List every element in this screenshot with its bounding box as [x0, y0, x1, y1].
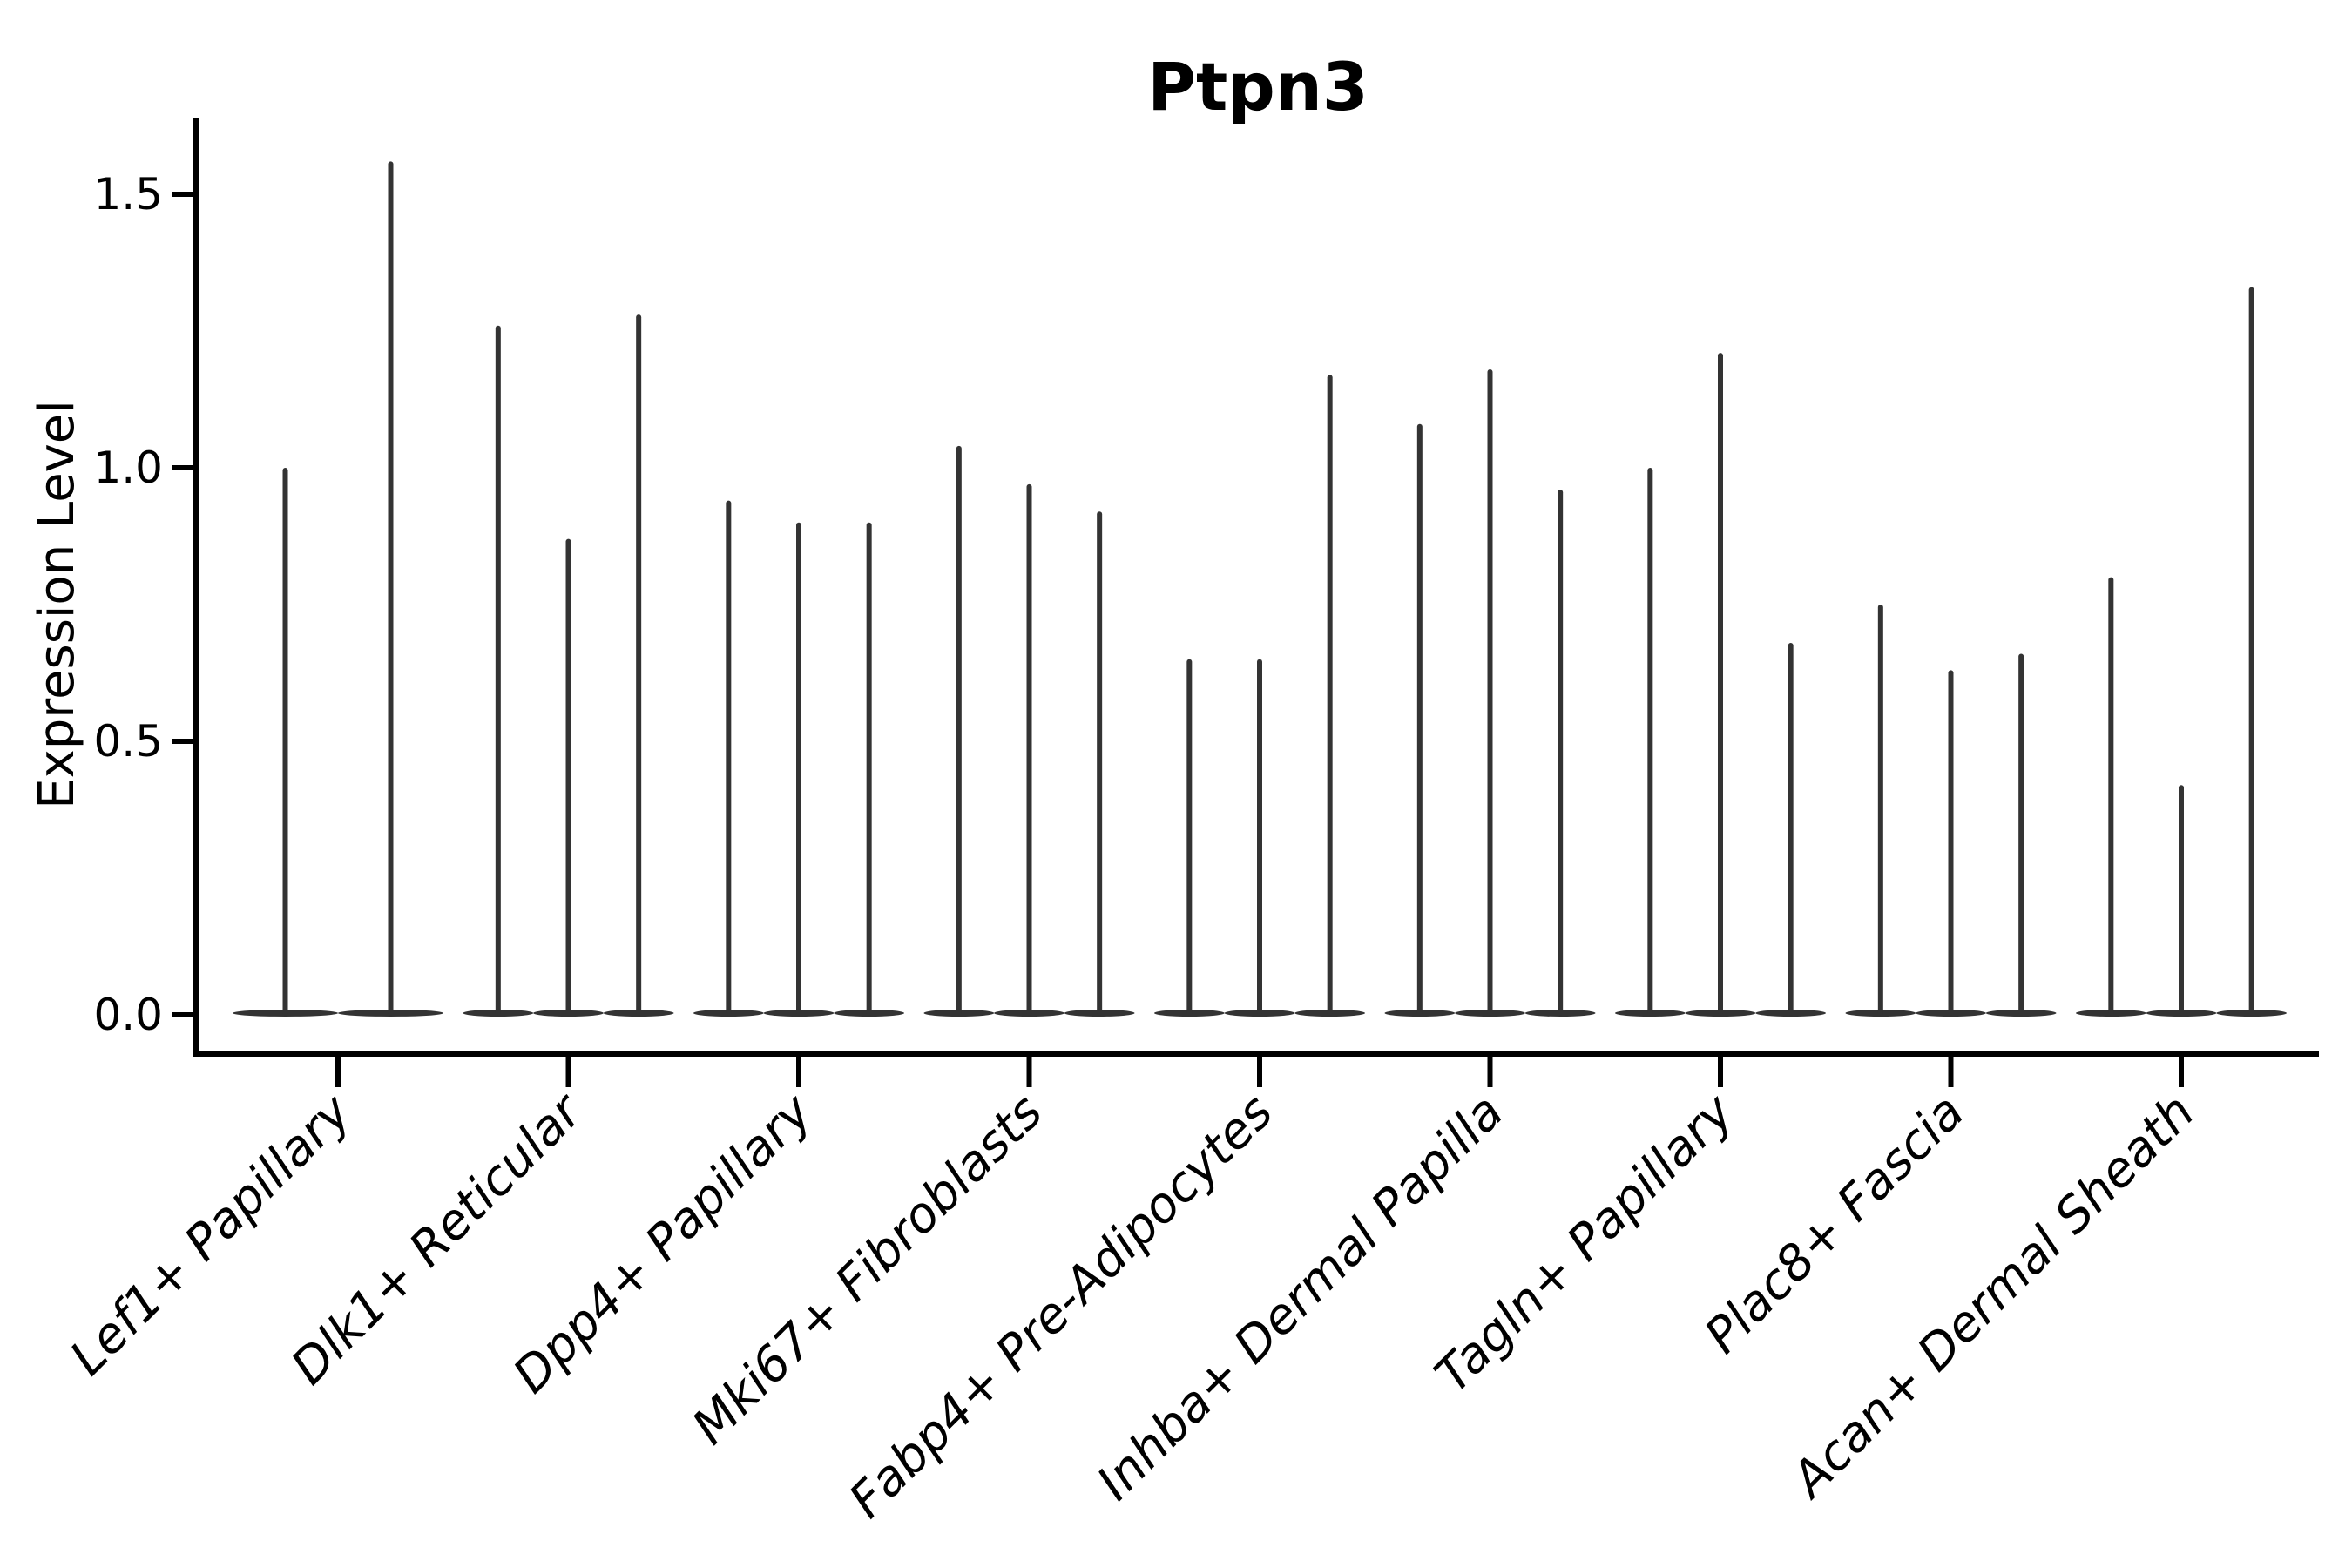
violin — [463, 325, 534, 1017]
x-tick-label: Inhba+ Dermal Papilla — [1086, 1084, 1514, 1511]
violin — [1845, 605, 1916, 1017]
axes-layer — [172, 118, 2319, 1087]
violin — [1755, 642, 1826, 1017]
y-axis-label: Expression Level — [29, 400, 85, 809]
plot-title: Ptpn3 — [1147, 48, 1368, 125]
violin — [2216, 287, 2288, 1017]
violin — [603, 314, 674, 1017]
violin — [994, 483, 1064, 1017]
y-tick-label: 0.5 — [93, 716, 163, 767]
y-tick-label: 1.5 — [93, 169, 163, 220]
violin — [533, 538, 604, 1017]
violin — [1224, 659, 1295, 1017]
violin — [693, 500, 764, 1017]
violin-layer — [233, 161, 2288, 1017]
y-tick-label: 1.0 — [93, 443, 163, 493]
violin — [1294, 375, 1365, 1017]
violin — [233, 468, 338, 1017]
violin — [2076, 577, 2146, 1017]
violin — [834, 522, 904, 1017]
violin — [338, 161, 443, 1017]
x-tick-label: Acan+ Dermal Sheath — [1780, 1084, 2206, 1510]
violin — [1064, 511, 1135, 1017]
violin — [2146, 785, 2217, 1017]
violin — [1384, 423, 1456, 1017]
violin — [923, 445, 995, 1017]
violin — [1455, 368, 1525, 1017]
violin — [1985, 653, 2057, 1017]
violin — [1524, 490, 1596, 1017]
x-tick-label: Fabp4+ Pre-Adipocytes — [839, 1084, 1284, 1529]
violin — [1154, 659, 1225, 1017]
violin — [1615, 468, 1686, 1017]
violin — [763, 522, 835, 1017]
y-tick-label: 0.0 — [93, 990, 163, 1040]
violin — [1916, 670, 1986, 1017]
violin — [1685, 353, 1756, 1017]
